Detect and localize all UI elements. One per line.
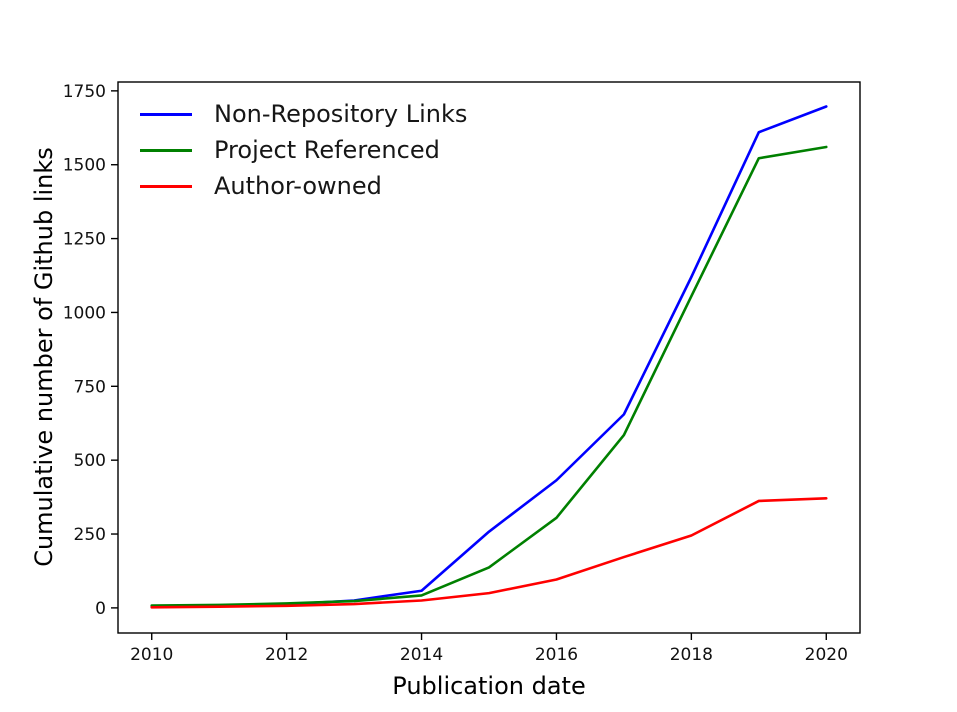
legend-line-sample-green [140, 148, 192, 152]
y-tick-label: 0 [95, 599, 106, 619]
y-axis-label: Cumulative number of Github links [30, 147, 58, 567]
legend-line-sample-red [140, 184, 192, 188]
x-axis-label: Publication date [392, 672, 586, 700]
axes-frame [117, 81, 861, 634]
y-tick-label: 1000 [63, 303, 106, 323]
legend-label: Project Referenced [214, 136, 440, 164]
y-tick-label: 750 [74, 377, 106, 397]
y-tick-label: 250 [74, 525, 106, 545]
x-tick-label: 2020 [805, 645, 848, 665]
series-line-1 [150, 145, 828, 607]
legend-item: Project Referenced [140, 132, 467, 168]
legend: Non-Repository Links Project Referenced … [140, 96, 467, 204]
x-tick-label: 2014 [400, 645, 443, 665]
x-tick-label: 2018 [670, 645, 713, 665]
x-tick-label: 2012 [265, 645, 308, 665]
x-tick-label: 2010 [130, 645, 173, 665]
y-tick-label: 1250 [63, 230, 106, 250]
x-tick-label: 2016 [535, 645, 578, 665]
legend-item: Non-Repository Links [140, 96, 467, 132]
legend-label: Non-Repository Links [214, 100, 468, 128]
y-tick-label: 1500 [63, 156, 106, 176]
y-tick-label: 1750 [63, 82, 106, 102]
y-tick-label: 500 [74, 451, 106, 471]
legend-line-sample-blue [140, 112, 192, 116]
series-line-2 [150, 496, 828, 609]
legend-label: Author-owned [214, 172, 382, 200]
legend-item: Author-owned [140, 168, 467, 204]
